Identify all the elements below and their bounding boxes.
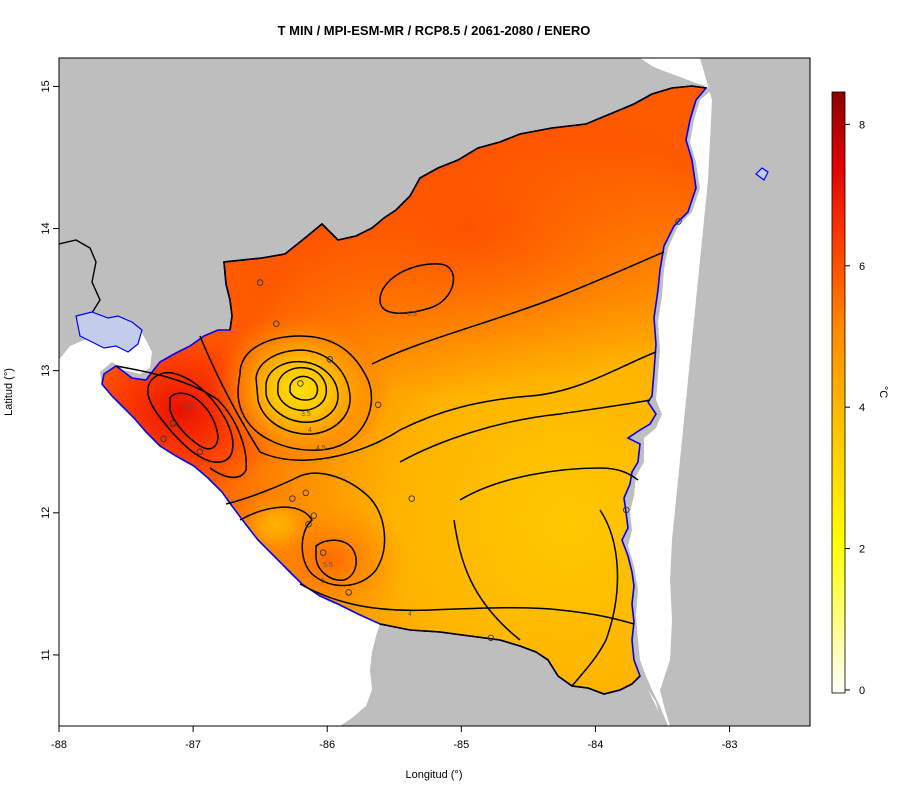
y-tick-label: 13 — [40, 365, 52, 377]
station-point — [675, 218, 682, 225]
pacific-ocean — [59, 318, 662, 726]
contour-label: 4 — [408, 611, 412, 618]
contour-lines — [115, 251, 665, 687]
colorbar-tick-label: 4 — [859, 402, 865, 414]
station-layer — [160, 218, 682, 642]
station-point — [196, 448, 204, 455]
honduras-land — [59, 58, 706, 362]
plot-frame — [58, 57, 811, 727]
station-point — [487, 634, 495, 642]
corn-island — [755, 167, 769, 181]
y-axis: 11 12 13 14 15 — [40, 80, 59, 661]
station-point — [310, 512, 318, 519]
y-tick-label: 11 — [40, 649, 52, 660]
x-tick-label: -88 — [51, 739, 67, 751]
station-point — [345, 589, 352, 596]
x-axis: -88 -87 -86 -85 -84 -83 — [51, 726, 737, 751]
colorbar — [831, 91, 846, 694]
contour-label: 3.5 — [301, 411, 311, 418]
station-point — [305, 520, 312, 528]
honduras-border — [223, 85, 707, 331]
station-point — [326, 356, 334, 363]
station-point — [169, 420, 177, 427]
x-tick-label: -87 — [185, 739, 201, 751]
y-tick-label: 14 — [40, 222, 52, 234]
contour-label: 4.5 — [316, 445, 326, 452]
y-axis-label: Latitud (°) — [3, 368, 15, 416]
y-tick-label: 15 — [40, 80, 52, 92]
plot-area: 5.5 6.5 3.5 4 4.5 5.5 5 4 — [59, 58, 810, 726]
x-tick-label: -84 — [587, 739, 603, 751]
station-point — [302, 489, 310, 497]
gulf-of-fonseca — [75, 311, 143, 353]
station-point — [408, 495, 415, 502]
colorbar-tick-label: 2 — [859, 544, 865, 556]
contour-label: 5.5 — [323, 562, 333, 569]
contour-label-group: 5.5 6.5 3.5 4 4.5 5.5 5 4 — [184, 311, 417, 618]
caribbean-east-land — [660, 58, 810, 726]
colorbar-label: °C — [877, 386, 889, 398]
map-title: T MIN / MPI-ESM-MR / RCP8.5 / 2061-2080 … — [278, 23, 591, 38]
colorbar-tick-label: 0 — [859, 685, 865, 697]
contour-label: 4 — [308, 427, 312, 434]
costa-rica-border — [379, 623, 641, 695]
x-tick-label: -85 — [453, 739, 469, 751]
contour-label: 6.5 — [184, 404, 194, 411]
station-point — [160, 435, 167, 443]
station-point — [289, 495, 296, 502]
station-point — [273, 320, 280, 328]
station-point — [623, 506, 630, 514]
station-point — [297, 380, 304, 387]
contour-label: 5.5 — [407, 311, 417, 318]
colorbar-ticks: 0 2 4 6 8 — [845, 119, 865, 697]
station-point — [256, 279, 264, 286]
costa-rica-land — [340, 624, 664, 726]
station-point — [374, 401, 382, 409]
colorbar-tick-label: 8 — [859, 119, 865, 131]
y-tick-label: 12 — [40, 507, 52, 519]
station-point — [319, 549, 327, 556]
x-axis-label: Longitud (°) — [406, 769, 463, 781]
colorbar-tick-label: 6 — [859, 261, 865, 273]
x-tick-label: -86 — [319, 739, 335, 751]
x-tick-label: -83 — [722, 739, 738, 751]
contour-label: 5 — [321, 578, 325, 585]
